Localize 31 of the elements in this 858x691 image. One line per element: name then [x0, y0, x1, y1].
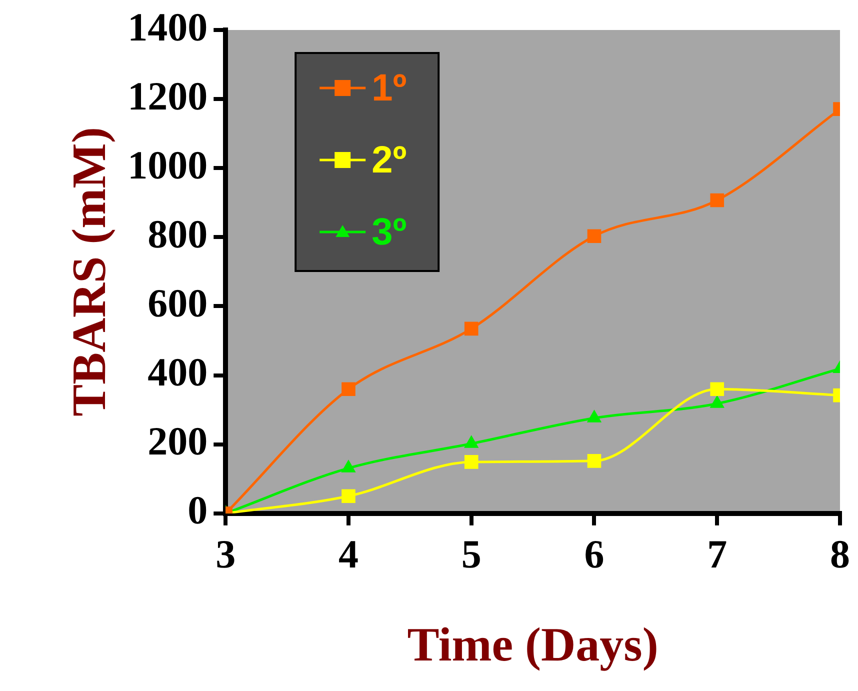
- x-tick-label: 3: [216, 532, 236, 577]
- y-tick-label: 0: [188, 488, 208, 533]
- x-tick-label: 4: [338, 532, 358, 577]
- point: [710, 382, 724, 396]
- point: [464, 322, 478, 336]
- point: [464, 455, 478, 469]
- y-tick-label: 800: [148, 212, 208, 256]
- y-tick-label: 1400: [128, 4, 208, 50]
- point: [710, 193, 724, 208]
- x-tick-label: 8: [830, 532, 850, 577]
- y-tick-label: 200: [148, 418, 208, 464]
- point: [587, 229, 602, 244]
- y-tick-label: 1200: [128, 73, 208, 118]
- legend-label: 1º: [372, 67, 407, 110]
- point: [342, 382, 356, 396]
- y-tick-label: 600: [148, 280, 208, 326]
- legend-label: 3º: [372, 211, 407, 254]
- x-tick-label: 6: [584, 532, 604, 577]
- x-tick-label: 7: [707, 532, 728, 577]
- point: [710, 396, 724, 408]
- y-axis-title: TBARS (mM): [63, 127, 116, 416]
- point: [587, 454, 602, 468]
- x-tick-label: 5: [461, 532, 482, 577]
- legend-label: 2º: [372, 139, 407, 182]
- y-tick-label: 400: [148, 350, 208, 395]
- point: [342, 460, 355, 472]
- point: [342, 489, 356, 504]
- y-tick-label: 1000: [128, 142, 208, 188]
- point: [464, 436, 478, 448]
- point: [588, 410, 601, 422]
- x-axis-title: Time (Days): [407, 618, 658, 672]
